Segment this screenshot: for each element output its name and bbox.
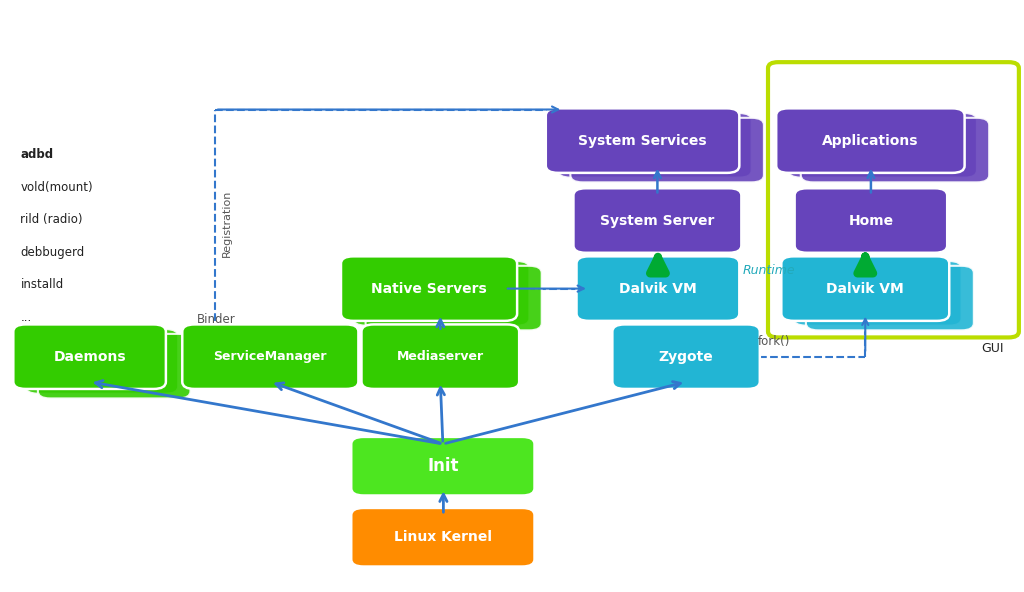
Text: System Services: System Services	[579, 134, 707, 147]
Text: Linux Kernel: Linux Kernel	[394, 530, 492, 544]
FancyBboxPatch shape	[776, 108, 965, 173]
FancyBboxPatch shape	[351, 508, 535, 567]
Text: Runtime: Runtime	[742, 265, 795, 277]
FancyBboxPatch shape	[801, 118, 989, 182]
Text: Binder: Binder	[197, 313, 236, 326]
FancyBboxPatch shape	[795, 188, 947, 253]
Text: Home: Home	[848, 214, 894, 227]
FancyBboxPatch shape	[361, 324, 519, 389]
Text: ServiceManager: ServiceManager	[214, 350, 327, 363]
FancyBboxPatch shape	[351, 437, 535, 496]
Text: installd: installd	[20, 278, 63, 291]
FancyBboxPatch shape	[612, 324, 760, 389]
FancyBboxPatch shape	[573, 188, 741, 253]
Text: Dalvik VM: Dalvik VM	[620, 282, 696, 295]
Text: Init: Init	[427, 457, 459, 475]
Text: adbd: adbd	[20, 148, 53, 161]
FancyBboxPatch shape	[26, 329, 178, 394]
Text: Mediaserver: Mediaserver	[396, 350, 484, 363]
Text: debbugerd: debbugerd	[20, 246, 85, 259]
Text: fork(): fork()	[758, 335, 791, 348]
FancyBboxPatch shape	[788, 113, 977, 178]
FancyBboxPatch shape	[577, 256, 739, 321]
Text: Native Servers: Native Servers	[371, 282, 487, 295]
Text: Registration: Registration	[222, 190, 232, 257]
Text: Zygote: Zygote	[658, 350, 714, 363]
Text: Dalvik VM: Dalvik VM	[826, 282, 904, 295]
Text: vold(mount): vold(mount)	[20, 181, 93, 194]
FancyBboxPatch shape	[558, 113, 752, 178]
Text: System Server: System Server	[600, 214, 715, 227]
Text: rild (radio): rild (radio)	[20, 213, 83, 226]
FancyBboxPatch shape	[353, 261, 529, 326]
FancyBboxPatch shape	[546, 108, 739, 173]
Text: ...: ...	[20, 311, 32, 324]
FancyBboxPatch shape	[794, 261, 962, 326]
Text: Applications: Applications	[822, 134, 919, 147]
FancyBboxPatch shape	[182, 324, 358, 389]
FancyBboxPatch shape	[806, 266, 974, 330]
Text: GUI: GUI	[981, 342, 1004, 355]
FancyBboxPatch shape	[341, 256, 517, 321]
FancyBboxPatch shape	[38, 334, 190, 398]
FancyBboxPatch shape	[13, 324, 166, 389]
FancyBboxPatch shape	[570, 118, 764, 182]
Text: Daemons: Daemons	[53, 350, 126, 363]
FancyBboxPatch shape	[781, 256, 949, 321]
FancyBboxPatch shape	[366, 266, 542, 330]
